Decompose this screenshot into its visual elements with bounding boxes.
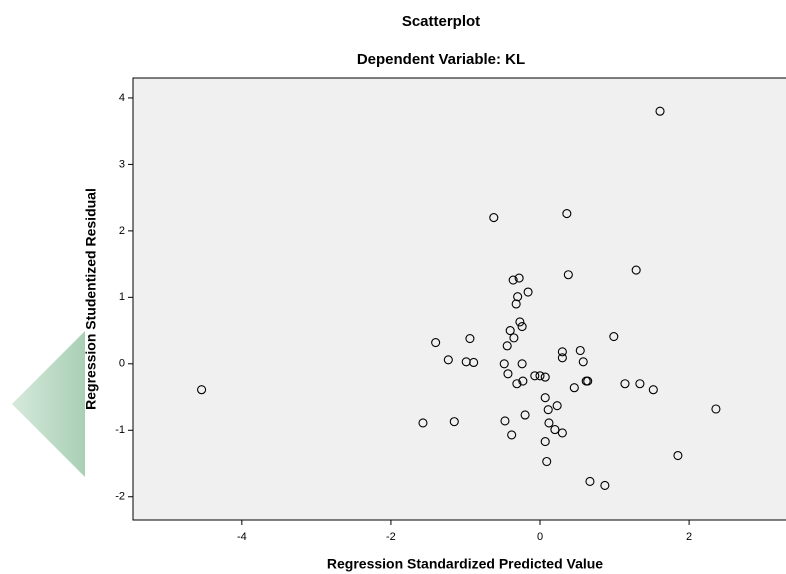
point bbox=[540, 393, 550, 403]
point bbox=[511, 299, 521, 309]
x-tick-label: 2 bbox=[686, 531, 692, 543]
y-tick-label: 2 bbox=[119, 225, 125, 237]
point bbox=[502, 341, 512, 351]
y-tick-label: 1 bbox=[119, 291, 125, 303]
point bbox=[562, 209, 572, 219]
point bbox=[469, 357, 479, 368]
point bbox=[540, 372, 550, 382]
point bbox=[517, 359, 527, 369]
point bbox=[563, 270, 573, 280]
point bbox=[518, 376, 528, 386]
point bbox=[443, 355, 453, 365]
point bbox=[523, 287, 533, 297]
point bbox=[557, 428, 567, 438]
point bbox=[515, 317, 525, 327]
y-tick-label: -2 bbox=[115, 491, 125, 503]
point bbox=[544, 418, 554, 428]
point bbox=[609, 332, 619, 342]
point bbox=[635, 379, 645, 389]
point bbox=[520, 410, 530, 420]
point bbox=[673, 450, 683, 461]
point bbox=[509, 333, 519, 343]
point bbox=[418, 418, 428, 428]
point bbox=[543, 405, 553, 415]
point bbox=[535, 371, 545, 381]
x-tick-label: -4 bbox=[237, 531, 247, 543]
point bbox=[512, 379, 522, 389]
point bbox=[552, 401, 562, 411]
point bbox=[557, 353, 567, 363]
point bbox=[711, 404, 721, 414]
y-tick-label: 4 bbox=[119, 92, 125, 104]
point bbox=[578, 357, 588, 367]
point bbox=[507, 430, 517, 440]
point bbox=[542, 456, 552, 467]
point bbox=[489, 213, 499, 223]
point bbox=[575, 345, 585, 356]
point bbox=[499, 359, 509, 369]
point bbox=[648, 385, 658, 395]
point bbox=[503, 369, 513, 379]
point bbox=[540, 437, 550, 447]
y-axis-title: Regression Studentized Residual bbox=[83, 188, 99, 410]
point bbox=[557, 347, 567, 357]
point bbox=[620, 379, 630, 389]
point bbox=[514, 273, 524, 283]
point bbox=[550, 425, 560, 435]
y-tick-label: 0 bbox=[119, 358, 125, 370]
point bbox=[465, 333, 475, 344]
y-tick-label: -1 bbox=[115, 424, 125, 436]
point bbox=[517, 322, 527, 332]
point bbox=[585, 476, 595, 486]
point bbox=[530, 371, 540, 381]
y-tick-label: 3 bbox=[119, 158, 125, 170]
x-axis-title: Regression Standardized Predicted Value bbox=[327, 556, 603, 572]
chart-subtitle: Dependent Variable: KL bbox=[357, 51, 525, 68]
x-tick-label: -2 bbox=[386, 531, 396, 543]
x-tick-label: 0 bbox=[537, 531, 543, 543]
plot-area bbox=[132, 77, 786, 521]
point bbox=[631, 265, 641, 275]
point bbox=[655, 106, 665, 116]
point bbox=[600, 480, 610, 490]
chart-title: Scatterplot bbox=[402, 13, 480, 30]
point bbox=[583, 376, 593, 386]
side-arrow[interactable] bbox=[12, 331, 85, 477]
point bbox=[431, 337, 441, 348]
point bbox=[505, 326, 515, 336]
point bbox=[500, 416, 510, 426]
point bbox=[508, 275, 518, 285]
point bbox=[569, 383, 579, 393]
point bbox=[449, 417, 459, 427]
point bbox=[197, 385, 207, 395]
